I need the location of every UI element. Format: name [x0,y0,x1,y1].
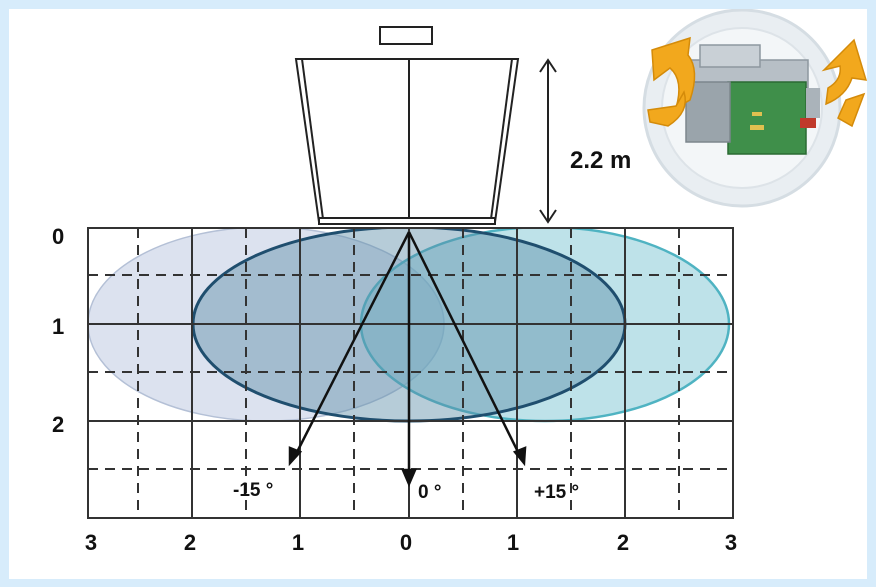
rotation-arrow-icon [647,36,867,128]
width-label-2-left: 2 [184,530,196,555]
angle-label-plus-15: +15 ° [534,482,579,503]
width-label-3-right: 3 [725,530,737,555]
width-label-3-left: 3 [85,530,97,555]
height-label: 2.2 m [570,147,631,174]
angle-label-0: 0 ° [418,482,441,503]
rotating-sensor-module-icon [642,9,842,208]
width-label-1-right: 1 [507,530,519,555]
width-label-0: 0 [400,530,412,555]
depth-label-0: 0 [52,224,64,249]
height-dimension-arrow [539,58,557,224]
width-label-1-left: 1 [292,530,304,555]
diagram-svg: 2.2 m -15 ° 0 ° +15 ° 0 1 2 3 2 1 0 1 2 … [52,9,867,555]
depth-label-2: 2 [52,412,64,437]
depth-label-1: 1 [52,314,64,339]
beam-arrows [288,231,527,488]
sensor-head-icon [294,26,520,225]
angle-label-minus-15: -15 ° [233,480,273,501]
width-label-2-right: 2 [617,530,629,555]
detection-zone-diagram: 2.2 m -15 ° 0 ° +15 ° 0 1 2 3 2 1 0 1 2 … [9,9,867,579]
